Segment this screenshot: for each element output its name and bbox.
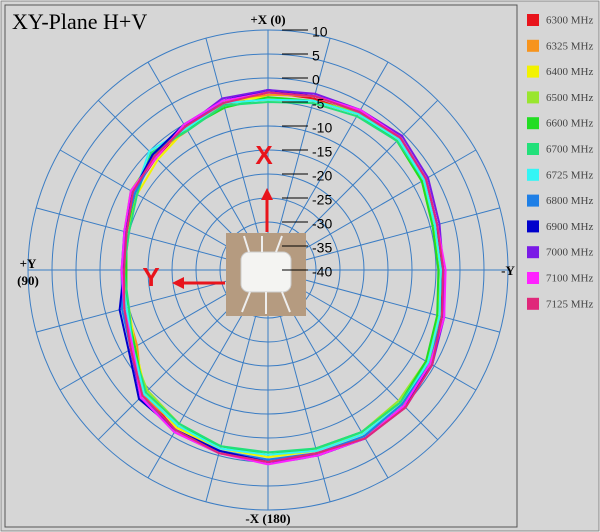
y-arrow-head	[172, 277, 184, 289]
legend-swatch	[527, 91, 539, 104]
legend-swatch	[527, 246, 539, 259]
legend-label: 7000 MHz	[546, 247, 593, 259]
legend-label: 7100 MHz	[546, 273, 593, 285]
grid-ring	[171, 173, 365, 367]
r-tick-label: -30	[312, 216, 332, 232]
r-tick-label: -10	[312, 120, 332, 136]
legend: 6300 MHz 6325 MHz 6400 MHz 6500 MHz 6600 MHz…	[527, 14, 593, 310]
legend-swatch	[527, 194, 539, 207]
r-tick-label: -40	[312, 264, 332, 280]
legend-label: 6325 MHz	[546, 40, 593, 52]
angle-label-right: -Y	[501, 263, 515, 278]
device-antenna	[281, 291, 291, 313]
r-tick-label: -5	[312, 96, 325, 112]
r-tick-label: -35	[312, 240, 332, 256]
legend-label: 6300 MHz	[546, 15, 593, 27]
legend-swatch	[527, 272, 539, 284]
grid-ring	[27, 29, 509, 511]
device-antenna	[275, 235, 283, 253]
grid-ring	[147, 149, 389, 391]
grid-ring	[51, 53, 485, 487]
x-annotation: X	[255, 140, 273, 170]
pattern-lines	[118, 89, 447, 466]
y-annotation: Y	[142, 262, 159, 292]
legend-label: 6700 MHz	[546, 144, 593, 156]
legend-label: 6900 MHz	[546, 221, 593, 233]
pattern-line	[123, 91, 445, 463]
device-antenna	[243, 235, 250, 253]
device-antenna	[241, 291, 251, 313]
legend-swatch	[527, 39, 539, 52]
angle-label-top: +X (0)	[250, 12, 285, 27]
legend-swatch	[527, 297, 539, 310]
legend-swatch	[527, 65, 539, 78]
r-ticks: 10 5 0 -5 -10 -15 -20 -25 -30 -35 -40	[282, 24, 332, 280]
legend-swatch	[527, 117, 539, 130]
legend-swatch	[527, 220, 539, 233]
r-tick-label: 10	[312, 24, 328, 40]
legend-label: 6725 MHz	[546, 169, 593, 181]
legend-swatch	[527, 168, 539, 181]
legend-label: 6600 MHz	[546, 118, 593, 130]
angle-label-bottom: -X (180)	[245, 511, 290, 526]
angle-label-left: (90)	[17, 273, 39, 288]
r-tick-label: 5	[312, 48, 320, 64]
legend-label: 6500 MHz	[546, 92, 593, 104]
legend-label: 7125 MHz	[546, 298, 593, 310]
r-tick-label: -15	[312, 144, 332, 160]
device-body	[240, 251, 292, 293]
angle-label-left: +Y	[20, 256, 37, 271]
legend-swatch	[527, 14, 539, 26]
r-tick-label: -25	[312, 192, 332, 208]
r-tick-label: 0	[312, 72, 320, 88]
axis-arrows: X Y	[142, 140, 273, 292]
device-photo	[226, 233, 306, 316]
x-arrow-head	[261, 188, 273, 200]
legend-label: 6400 MHz	[546, 66, 593, 78]
chart-title: XY-Plane H+V	[12, 9, 147, 34]
legend-swatch	[527, 143, 539, 155]
legend-label: 6800 MHz	[546, 195, 593, 207]
r-tick-label: -20	[312, 168, 332, 184]
